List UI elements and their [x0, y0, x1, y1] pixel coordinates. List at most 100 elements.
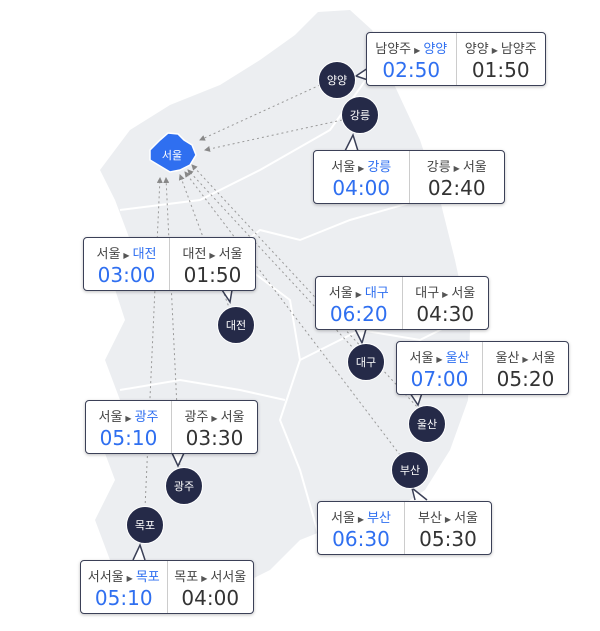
travel-time: 03:30	[185, 426, 244, 450]
arrow-right-icon: ▶	[209, 251, 216, 260]
route-label: 대구 ▶ 서울	[407, 282, 485, 301]
arrow-right-icon: ▶	[358, 164, 365, 173]
travel-time: 06:30	[332, 527, 390, 551]
city-marker-yangyang[interactable]: 양양	[318, 61, 356, 99]
travel-time: 07:00	[410, 367, 469, 391]
origin: 남양주	[375, 42, 412, 57]
return-cell: 광주 ▶ 서울 03:30	[171, 401, 257, 453]
travel-time-box-daegu: 서울 ▶ 대구 06:20 대구 ▶ 서울 04:30	[315, 276, 489, 330]
travel-time-box-daejeon: 서울 ▶ 대전 03:00 대전 ▶ 서울 01:50	[83, 237, 256, 291]
route-label: 서울 ▶ 강릉	[318, 156, 405, 175]
arrow-right-icon: ▶	[126, 574, 133, 583]
destination: 목포	[135, 570, 160, 585]
destination: 남양주	[500, 42, 537, 57]
travel-time: 05:30	[419, 527, 477, 551]
origin: 대전	[182, 247, 207, 262]
return-cell: 대전 ▶ 서울 01:50	[169, 238, 255, 290]
origin: 서서울	[87, 570, 124, 585]
destination: 서서울	[210, 570, 247, 585]
travel-time-box-busan: 서울 ▶ 부산 06:30 부산 ▶ 서울 05:30	[317, 501, 492, 555]
origin: 서울	[98, 410, 123, 425]
arrow-right-icon: ▶	[355, 290, 362, 299]
city-marker-ulsan[interactable]: 울산	[408, 405, 446, 443]
destination: 서울	[218, 247, 243, 262]
travel-time: 05:20	[496, 367, 555, 391]
travel-time: 03:00	[97, 263, 156, 287]
travel-time: 01:50	[183, 263, 242, 287]
origin: 울산	[495, 351, 520, 366]
origin: 대구	[415, 286, 440, 301]
outbound-cell: 서울 ▶ 울산 07:00	[397, 342, 482, 394]
city-marker-daegu[interactable]: 대구	[347, 343, 385, 381]
return-cell: 대구 ▶ 서울 04:30	[401, 277, 489, 329]
travel-time: 05:10	[99, 426, 158, 450]
route-label: 서울 ▶ 대구	[320, 282, 398, 301]
travel-time: 01:50	[471, 58, 530, 82]
return-cell: 강릉 ▶ 서울 02:40	[408, 151, 505, 203]
destination: 양양	[423, 42, 448, 57]
route-label: 서울 ▶ 울산	[401, 347, 478, 366]
outbound-cell: 서울 ▶ 대구 06:20	[316, 277, 402, 329]
route-label: 광주 ▶ 서울	[176, 406, 253, 425]
destination: 부산	[367, 511, 391, 526]
destination: 대구	[364, 286, 389, 301]
outbound-cell: 서울 ▶ 강릉 04:00	[314, 151, 409, 203]
destination: 서울	[531, 351, 556, 366]
travel-time: 04:00	[332, 176, 391, 200]
city-marker-gwangju[interactable]: 광주	[165, 467, 203, 505]
route-label: 남양주 ▶ 양양	[371, 38, 452, 57]
destination: 울산	[445, 351, 470, 366]
route-label: 부산 ▶ 서울	[409, 507, 487, 526]
outbound-cell: 서울 ▶ 대전 03:00	[84, 238, 169, 290]
origin: 서울	[96, 247, 121, 262]
city-marker-busan[interactable]: 부산	[391, 451, 429, 489]
travel-time: 02:50	[382, 58, 441, 82]
destination: 강릉	[367, 160, 392, 175]
callout-tails	[132, 67, 428, 561]
route-label: 대전 ▶ 서울	[174, 243, 251, 262]
origin: 서울	[328, 286, 353, 301]
route-label: 강릉 ▶ 서울	[414, 156, 501, 175]
origin: 부산	[418, 511, 442, 526]
outbound-cell: 남양주 ▶ 양양 02:50	[367, 33, 456, 85]
origin: 강릉	[426, 160, 451, 175]
travel-time-box-yangyang: 남양주 ▶ 양양 02:50 양양 ▶ 남양주 01:50	[366, 32, 546, 86]
destination: 서울	[451, 286, 476, 301]
arrow-right-icon: ▶	[211, 414, 218, 423]
destination: 서울	[220, 410, 245, 425]
arrow-right-icon: ▶	[491, 46, 498, 55]
destination: 대전	[132, 247, 157, 262]
origin: 서울	[331, 511, 355, 526]
arrow-right-icon: ▶	[201, 574, 208, 583]
travel-time-box-gwangju: 서울 ▶ 광주 05:10 광주 ▶ 서울 03:30	[85, 400, 258, 454]
route-label: 서서울 ▶ 목포	[85, 566, 163, 585]
outbound-cell: 서울 ▶ 광주 05:10	[86, 401, 171, 453]
arrow-right-icon: ▶	[357, 515, 365, 524]
arrow-right-icon: ▶	[453, 164, 460, 173]
city-marker-gangneung[interactable]: 강릉	[341, 96, 379, 134]
return-cell: 부산 ▶ 서울 05:30	[404, 502, 491, 554]
travel-time-box-gangneung: 서울 ▶ 강릉 04:00 강릉 ▶ 서울 02:40	[313, 150, 505, 204]
arrow-right-icon: ▶	[125, 414, 132, 423]
arrow-right-icon: ▶	[123, 251, 130, 260]
route-label: 양양 ▶ 남양주	[461, 38, 542, 57]
destination: 서울	[454, 511, 478, 526]
travel-time: 02:40	[427, 176, 486, 200]
travel-time: 04:30	[416, 302, 475, 326]
route-label: 서울 ▶ 부산	[322, 507, 400, 526]
travel-time: 04:00	[181, 586, 240, 610]
route-label: 서울 ▶ 광주	[90, 406, 167, 425]
return-cell: 울산 ▶ 서울 05:20	[482, 342, 568, 394]
route-label: 울산 ▶ 서울	[487, 347, 564, 366]
origin: 양양	[464, 42, 489, 57]
city-marker-mokpo[interactable]: 목포	[126, 506, 164, 544]
travel-time: 06:20	[329, 302, 388, 326]
arrow-right-icon: ▶	[444, 515, 452, 524]
city-marker-daejeon[interactable]: 대전	[217, 306, 255, 344]
origin: 광주	[184, 410, 209, 425]
travel-time-box-ulsan: 서울 ▶ 울산 07:00 울산 ▶ 서울 05:20	[396, 341, 569, 395]
return-cell: 목포 ▶ 서서울 04:00	[166, 561, 254, 613]
outbound-cell: 서서울 ▶ 목포 05:10	[81, 561, 167, 613]
